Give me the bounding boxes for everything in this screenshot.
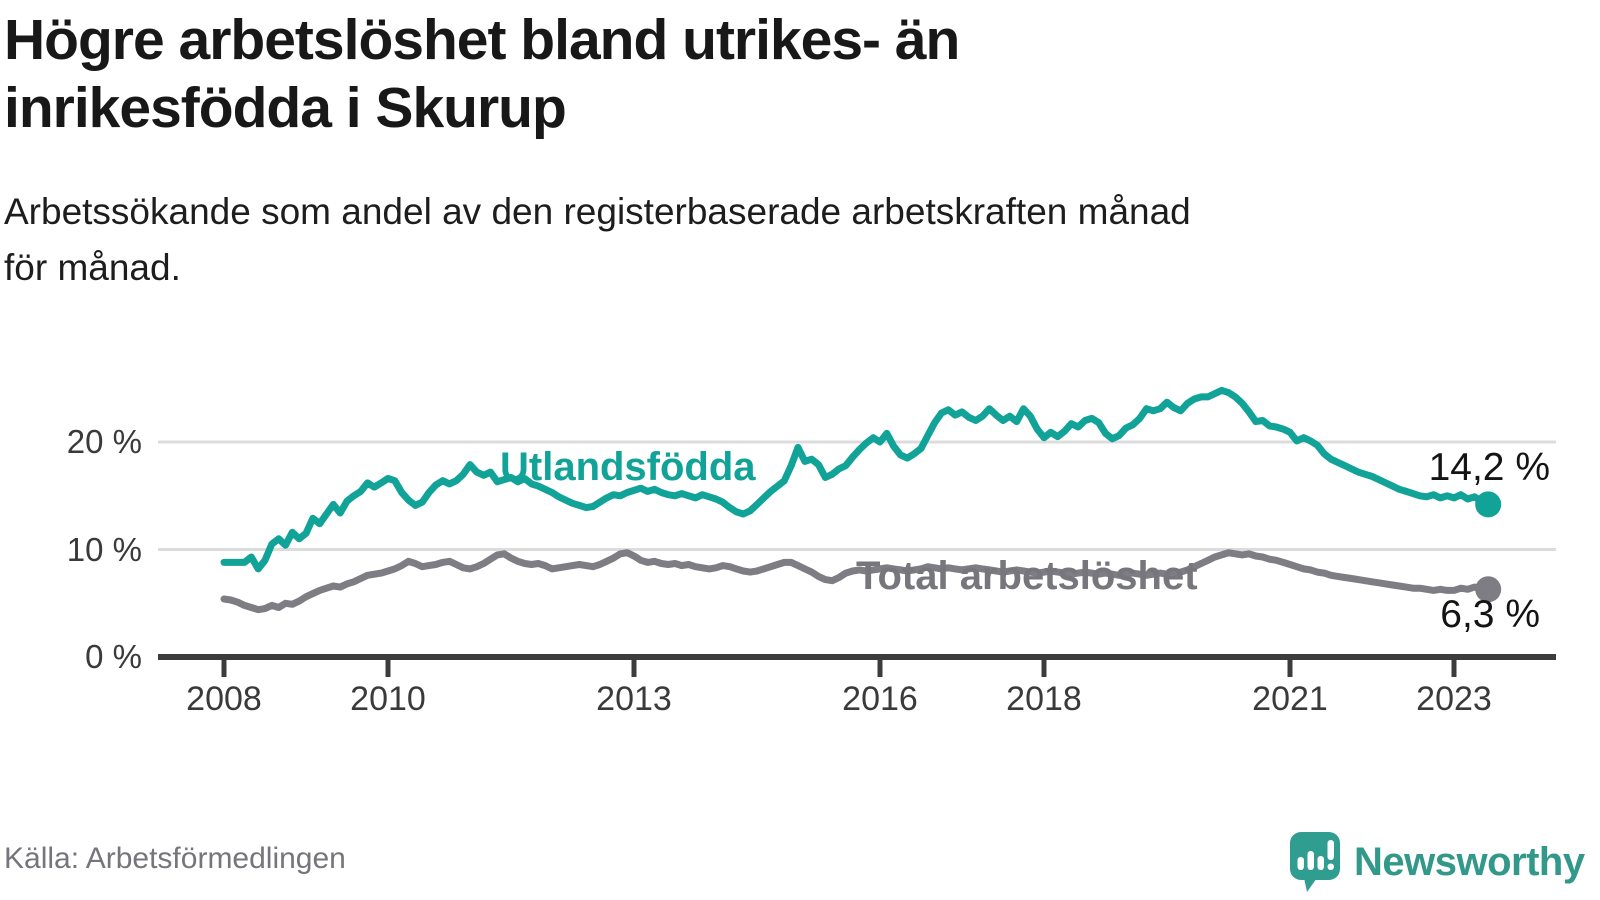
series-label-foreign-born: Utlandsfödda <box>500 445 756 489</box>
y-tick-label-0: 0 % <box>85 638 142 675</box>
subtitle-line-2: för månad. <box>4 246 181 288</box>
line-foreign-born <box>220 386 1492 573</box>
newsworthy-logo-text: Newsworthy <box>1354 839 1585 884</box>
x-tick-label-2013: 2013 <box>596 680 672 718</box>
title-line-1: Högre arbetslöshet bland utrikes- än <box>4 8 960 72</box>
x-tick-label-2021: 2021 <box>1252 680 1328 718</box>
y-tick-label-20: 20 % <box>66 423 142 460</box>
end-value-label-foreign-born: 14,2 % <box>1428 446 1550 489</box>
end-point-dot <box>1475 576 1502 603</box>
x-tick-label-2010: 2010 <box>350 680 426 718</box>
end-value-label-total: 6,3 % <box>1440 593 1540 636</box>
x-tick-label-2018: 2018 <box>1006 680 1082 718</box>
y-tick-label-10: 10 % <box>66 531 142 568</box>
series-label-total: Total arbetslöshet <box>856 554 1198 598</box>
end-point-dot <box>1475 491 1502 518</box>
x-tick-label-2008: 2008 <box>186 680 262 718</box>
x-tick-label-2016: 2016 <box>842 680 918 718</box>
chart-subtitle: Arbetssökande som andel av den registerb… <box>4 184 1564 295</box>
x-tick-label-2023: 2023 <box>1416 680 1492 718</box>
newsworthy-bubble-icon <box>1290 832 1340 892</box>
subtitle-line-1: Arbetssökande som andel av den registerb… <box>4 191 1191 232</box>
title-line-2: inrikesfödda i Skurup <box>4 76 567 141</box>
line-total <box>220 549 1492 614</box>
newsworthy-logo: Newsworthy <box>1288 830 1585 894</box>
source-attribution: Källa: Arbetsförmedlingen <box>4 842 346 875</box>
page-title: Högre arbetslöshet bland utrikes- än inr… <box>4 6 1484 143</box>
